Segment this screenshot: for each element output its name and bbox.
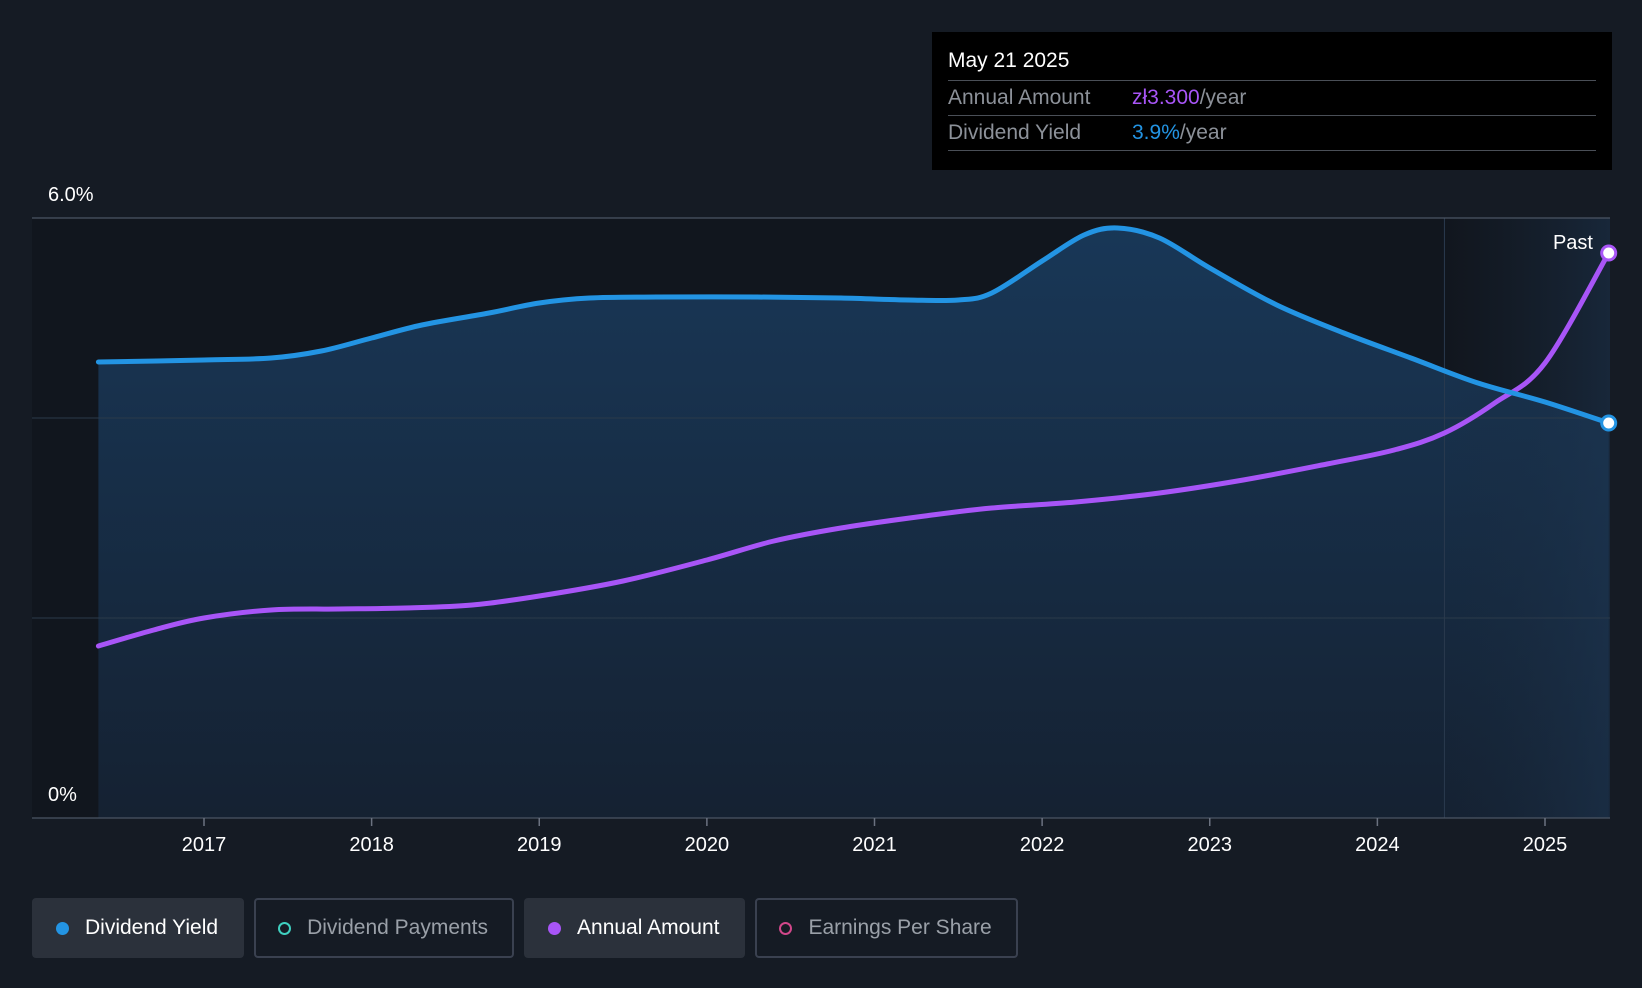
- annual-amount-line: [95, 250, 1612, 649]
- x-tick-label: 2020: [685, 834, 730, 856]
- x-tick-label: 2024: [1355, 834, 1400, 856]
- legend-dot-icon: [779, 921, 793, 935]
- x-tick-label: 2025: [1523, 834, 1568, 856]
- x-tick-label: 2022: [1020, 834, 1065, 856]
- legend-dividend-payments[interactable]: Dividend Payments: [254, 898, 515, 958]
- tooltip-value: zł3.300: [1132, 86, 1200, 109]
- tooltip-row-dividend-yield: Dividend Yield 3.9% /year: [948, 116, 1596, 151]
- tooltip-panel: May 21 2025 Annual Amount zł3.300 /year …: [932, 32, 1612, 170]
- legend-dot-icon: [56, 921, 69, 935]
- annual-amount-end-marker: [1600, 244, 1618, 262]
- tooltip-date: May 21 2025: [948, 46, 1596, 81]
- x-tick-label: 2018: [349, 834, 394, 856]
- tooltip-label: Dividend Yield: [948, 121, 1082, 144]
- tooltip-value: 3.9%: [1132, 121, 1180, 144]
- y-tick-label-bottom: 0%: [48, 784, 77, 806]
- legend-label: Dividend Payments: [307, 916, 489, 939]
- dividend-yield-area: [98, 227, 1609, 818]
- x-tick-label: 2019: [517, 834, 562, 856]
- x-tick-label: 2021: [852, 834, 897, 856]
- x-tick-label: 2023: [1188, 834, 1233, 856]
- tooltip-row-annual-amount: Annual Amount zł3.300 /year: [948, 81, 1596, 116]
- legend-label: Earnings Per Share: [808, 916, 992, 939]
- tooltip-unit: /year: [1199, 86, 1247, 109]
- x-tick-label: 2017: [182, 834, 227, 856]
- legend-dot-icon: [548, 921, 562, 935]
- tooltip-label: Annual Amount: [948, 86, 1091, 109]
- dividend-yield-end-marker: [1600, 414, 1618, 432]
- dividend-yield-line: [95, 225, 1612, 426]
- legend-label: Dividend Yield: [85, 916, 219, 939]
- legend-dot-icon: [278, 921, 292, 935]
- tooltip-unit: /year: [1179, 121, 1227, 144]
- legend-dividend-yield[interactable]: Dividend Yield: [32, 898, 245, 958]
- legend-label: Annual Amount: [577, 916, 720, 939]
- legend: Dividend Yield Dividend Payments Annual …: [32, 898, 1028, 958]
- legend-annual-amount[interactable]: Annual Amount: [524, 898, 746, 958]
- past-region: [1444, 218, 1610, 818]
- past-label: Past: [1553, 232, 1593, 254]
- y-tick-label-top: 6.0%: [48, 184, 94, 206]
- legend-earnings-per-share[interactable]: Earnings Per Share: [755, 898, 1018, 958]
